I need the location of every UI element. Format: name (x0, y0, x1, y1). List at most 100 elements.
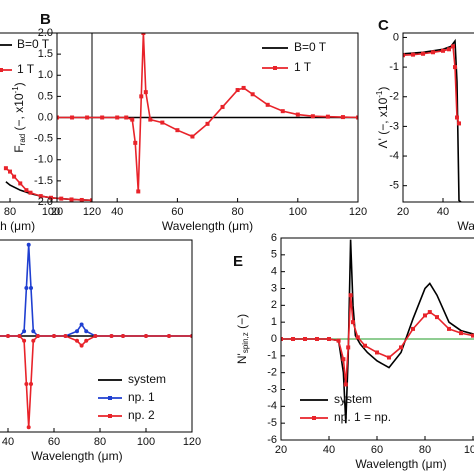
y-tick-label: 2.0 (38, 27, 53, 39)
marker (280, 109, 285, 114)
y-axis-label: Frad (−, x10-1) (11, 82, 27, 152)
series-line (0, 244, 192, 337)
marker (133, 140, 138, 145)
marker (343, 382, 348, 387)
plot-area (403, 38, 462, 202)
x-tick-label: 20 (275, 444, 287, 456)
series-line (403, 44, 460, 124)
marker (49, 195, 53, 200)
y-tick-label: -1.5 (34, 175, 53, 187)
marker (348, 293, 353, 298)
marker (93, 334, 98, 338)
marker (387, 355, 391, 360)
y-tick-label: 0 (393, 31, 399, 43)
marker (130, 117, 135, 122)
marker (84, 329, 89, 334)
y-tick-label: 1.0 (38, 69, 53, 81)
marker (336, 338, 341, 343)
marker (340, 115, 345, 120)
y-tick-label: -2 (389, 91, 399, 103)
marker (59, 196, 64, 201)
marker (265, 102, 270, 107)
y-axis-label-part: Λ' (−, x10 (376, 97, 390, 148)
marker (399, 345, 403, 350)
marker (79, 322, 84, 327)
marker (79, 343, 84, 348)
legend-marker (273, 66, 277, 70)
marker (63, 334, 68, 338)
y-axis-label: Λ' (−, x10-1) (375, 87, 390, 149)
y-tick-label: -6 (267, 434, 277, 446)
plot-area (281, 239, 474, 424)
y-tick-label: -4 (267, 400, 277, 412)
marker (12, 174, 17, 179)
series-line (57, 33, 358, 192)
y-tick-label: -1.0 (34, 154, 53, 166)
marker (28, 190, 33, 195)
x-tick-label: 120 (183, 436, 201, 448)
marker (100, 115, 105, 120)
panel: 20 40 -5 -4 -3 -2 -1 0 Wavelength (μm) Λ' (−, x10… (375, 17, 474, 233)
panel: 20 40 60 80 100 -6 -5 -4 -3 -2 -1 0 1 2 3 4 5 6 Wavelength… (233, 232, 474, 471)
axes-frame (280, 237, 474, 441)
y-tick-label: 1 (271, 316, 277, 328)
x-tick-label: 80 (231, 206, 243, 218)
marker (220, 104, 225, 109)
marker (363, 343, 367, 348)
x-axis-label: Wavelength (μm) (0, 219, 35, 233)
y-axis-label-part: spin,z (241, 332, 250, 353)
marker (447, 47, 451, 52)
marker (457, 121, 461, 126)
y-axis-label-part: F (12, 145, 26, 152)
x-tick-label: 100 (289, 206, 307, 218)
marker (17, 334, 22, 338)
y-axis-label: N'spin,z (−) (235, 314, 250, 364)
marker (427, 310, 432, 315)
series-line (403, 38, 462, 202)
marker (431, 50, 435, 55)
axes-frame (402, 32, 474, 203)
legend-label: B=0 T (294, 40, 327, 54)
marker (250, 92, 255, 97)
marker (175, 128, 180, 133)
marker (167, 334, 171, 338)
marker (471, 333, 474, 338)
marker (341, 357, 346, 362)
panel: 20 40 60 80 100 120-2.0-1.5-1.0-0.50.00.51.01… (11, 11, 367, 233)
marker (327, 337, 331, 341)
marker (160, 120, 165, 125)
legend-marker (108, 414, 112, 418)
x-tick-label: 40 (2, 436, 14, 448)
marker (38, 194, 43, 199)
plot-area (57, 33, 358, 194)
y-tick-label: -0.5 (34, 133, 53, 145)
series-line (281, 295, 474, 385)
marker (148, 117, 153, 122)
y-tick-label: 6 (271, 232, 277, 244)
y-tick-label: 2 (271, 299, 277, 311)
marker (31, 329, 36, 334)
x-axis-label: Wavelength (μm) (457, 219, 474, 233)
x-tick-label: 100 (464, 444, 474, 456)
marker (303, 337, 307, 341)
x-axis-label: Wavelength (μm) (355, 457, 446, 471)
panel-label: B (40, 11, 51, 28)
marker (291, 337, 295, 341)
marker (403, 53, 405, 58)
x-tick-label: 40 (323, 444, 335, 456)
legend-marker (312, 416, 316, 420)
y-axis-label-part: -1 (375, 90, 384, 98)
marker (421, 51, 425, 56)
y-tick-label: -2 (267, 367, 277, 379)
marker (22, 338, 27, 343)
marker (70, 115, 75, 120)
marker (31, 338, 36, 343)
y-tick-label: 0 (271, 333, 277, 345)
legend-marker (108, 396, 112, 400)
marker (441, 48, 445, 53)
x-tick-label: 20 (51, 206, 63, 218)
marker (139, 94, 144, 99)
marker (411, 52, 415, 57)
x-tick-label: 120 (349, 206, 367, 218)
marker (29, 382, 33, 386)
